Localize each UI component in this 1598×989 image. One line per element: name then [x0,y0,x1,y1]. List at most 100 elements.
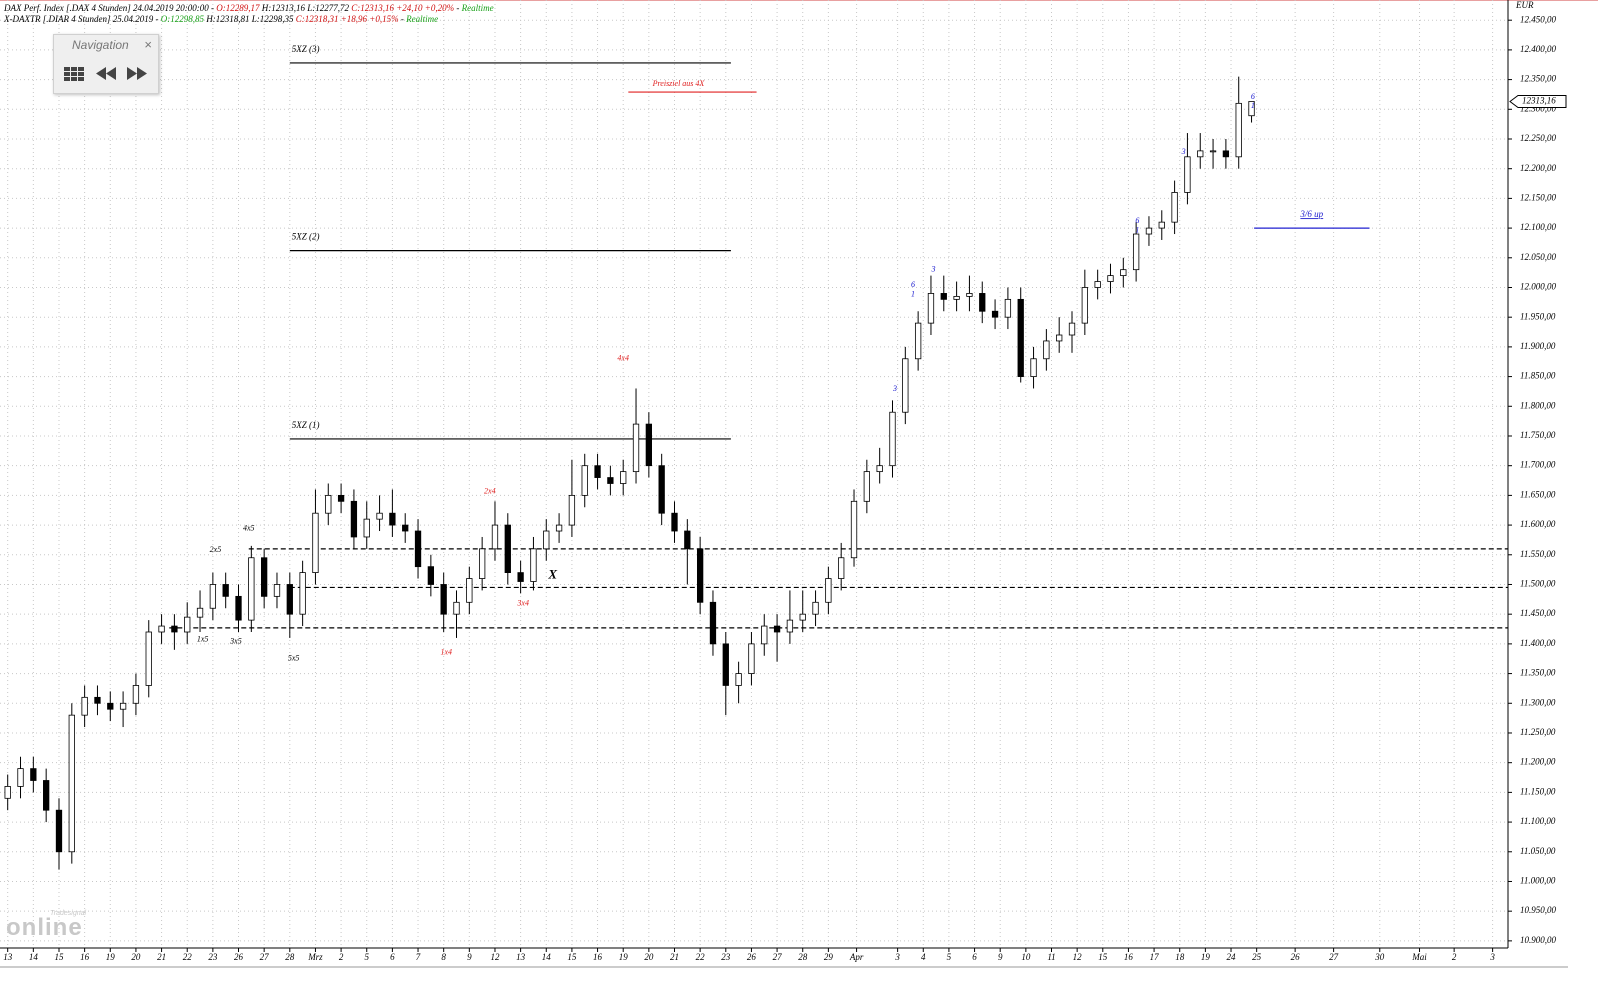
navigation-panel: Navigation × [53,34,159,94]
header-segment: H:12318,81 L:12298,35 [203,14,296,24]
candle [453,590,460,638]
candle [414,519,422,579]
x-tick-label: 21 [157,952,166,962]
x-tick-label: 23 [721,952,731,962]
candle-body [466,578,473,603]
candle [696,536,704,615]
grid-button[interactable] [64,67,84,81]
candle [876,447,883,484]
candle-body [914,322,922,360]
header-segment: C:12313,16 +24,10 +0,20% [351,3,455,13]
x-tick-label: 5 [364,952,369,962]
candle-body [312,512,319,574]
candle-body [889,411,896,467]
candle [1030,346,1037,389]
y-tick-label: 11.350,00 [1520,668,1556,678]
x-tick-label: 12 [490,952,500,962]
candle [902,346,909,425]
candle-body [1209,150,1217,153]
forward-button[interactable] [127,67,147,80]
candle-body [184,616,191,633]
candle [1197,133,1204,169]
candle-body [1145,227,1153,235]
candle-body [1248,101,1255,117]
candle-body [786,619,794,633]
candle-body [735,673,742,686]
candle [222,572,229,609]
candle-body [440,584,447,615]
x-tick-label: 14 [29,952,39,962]
candle-body [132,685,140,704]
candle-body [773,625,781,633]
level-label: Preisziel aus 4X [652,79,706,88]
candle [1158,210,1165,240]
annotation: 3x5 [229,636,242,645]
candle-body [350,500,358,538]
candle [709,590,717,656]
candle-body [709,601,717,645]
annotation: 3 [931,264,936,273]
candle-body [979,293,986,312]
candle [850,489,858,567]
x-tick-label: 12 [1073,952,1083,962]
candle-body [1056,334,1063,342]
candle-body [299,572,306,615]
x-tick-label: 16 [1124,952,1134,962]
candle [1171,180,1178,235]
rewind-button[interactable] [96,67,116,80]
candle [761,614,768,656]
candle [107,691,114,722]
candle [1004,287,1012,330]
candle-body [30,768,37,781]
navigation-title: Navigation [72,38,129,52]
annotation: 2x4 [484,487,496,496]
level-label: 5XZ (1) [292,420,320,430]
candle-body [414,530,422,568]
x-tick-label: 27 [260,952,270,962]
candle [632,388,640,484]
level-label: 5XZ (3) [292,44,320,54]
candle [171,614,178,650]
candle-body [504,524,511,574]
candle-body [1030,358,1037,377]
candle [337,483,345,514]
candle [645,412,653,478]
x-tick-label: 27 [773,952,783,962]
candle [581,453,588,508]
x-tick-label: 30 [1374,952,1385,962]
candle [1184,133,1191,205]
y-tick-label: 11.400,00 [1520,638,1556,648]
candle-body [1158,221,1165,229]
candle [286,572,293,638]
candle-body [1184,156,1191,193]
x-tick-label: 7 [416,952,421,962]
candle-body [799,613,806,621]
close-button[interactable]: × [144,37,152,52]
annotation: 6 [1251,92,1255,101]
header-segment: - [398,14,407,24]
x-tick-label: 19 [619,952,629,962]
y-tick-label: 11.300,00 [1520,697,1556,707]
y-tick-label: 11.900,00 [1520,341,1556,351]
price-marker [1509,94,1567,108]
candle [786,590,794,644]
candle [773,614,781,662]
price-marker-label: 12313,16 [1522,96,1556,106]
y-tick-label: 12.000,00 [1520,282,1557,292]
candle-body [1004,298,1012,318]
candle [966,275,973,312]
candle [953,281,960,312]
candle-body [620,471,627,484]
annotation: 1 [1135,225,1139,234]
candle-body [1132,233,1140,271]
candle [1043,329,1050,371]
candle-body [4,786,11,799]
candle [684,519,691,585]
candle-body [1107,275,1114,282]
annotation: 3 [892,384,897,393]
y-tick-label: 11.450,00 [1520,608,1556,618]
candle [478,536,486,591]
x-tick-label: 26 [747,952,757,962]
candle [235,584,242,632]
